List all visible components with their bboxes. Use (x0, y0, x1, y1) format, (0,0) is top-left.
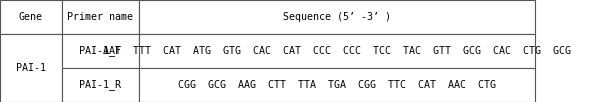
Bar (0, 34, 62, 102)
Text: CGG  GCG  AAG  CTT  TTA  TGA  CGG  TTC  CAT  AAC  CTG: CGG GCG AAG CTT TTA TGA CGG TTC CAT AAC … (178, 80, 496, 90)
Bar (0, 0, 62, 34)
Text: Gene: Gene (19, 12, 43, 22)
Text: AAT  TTT  CAT  ATG  GTG  CAC  CAT  CCC  CCC  TCC  TAC  GTT  GCG  CAC  CTG  GCG: AAT TTT CAT ATG GTG CAC CAT CCC CCC TCC … (103, 46, 571, 56)
Text: Sequence (5’ -3’ ): Sequence (5’ -3’ ) (283, 12, 391, 22)
Bar (139, 34, 535, 68)
Bar (62, 34, 139, 68)
Text: PAI-1_F: PAI-1_F (80, 45, 121, 56)
Text: PAI-1: PAI-1 (16, 63, 46, 73)
Bar (139, 0, 535, 34)
Bar (62, 68, 139, 102)
Bar (62, 0, 139, 34)
Text: PAI-1_R: PAI-1_R (80, 79, 121, 90)
Text: Primer name: Primer name (68, 12, 133, 22)
Bar (139, 68, 535, 102)
